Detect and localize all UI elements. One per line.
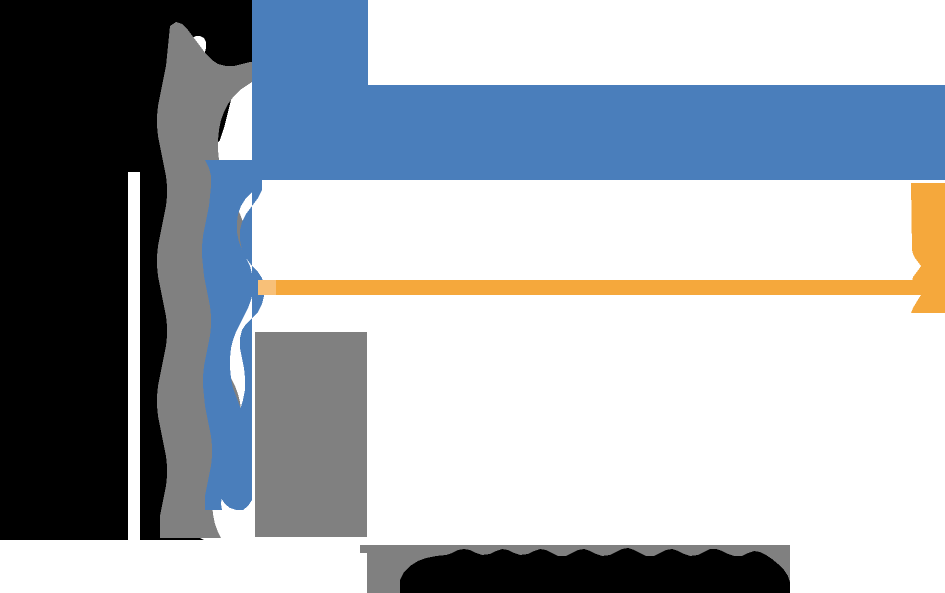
blue-series-bar (202, 0, 945, 510)
orange-bar-light-cap (258, 280, 276, 295)
black-glyph-column (0, 0, 300, 540)
gray-block-rect (255, 332, 367, 537)
axis-label-underline (400, 585, 746, 593)
orange-series-bar (258, 280, 921, 295)
axis-label-blob (400, 548, 790, 593)
gray-block (255, 332, 367, 537)
gray-axis-notch (360, 545, 368, 553)
orange-right-terminus (911, 183, 945, 313)
orange-bar-main (276, 280, 921, 295)
